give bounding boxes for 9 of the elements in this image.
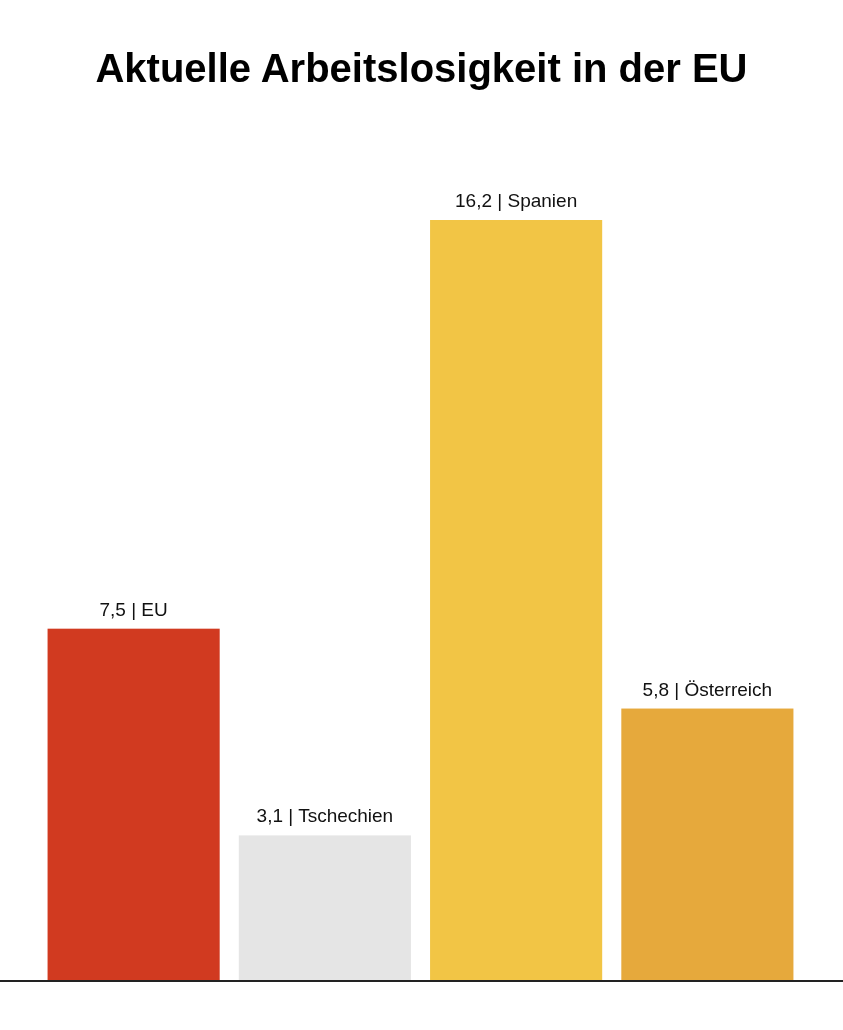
data-label: 7,5 | EU bbox=[99, 598, 168, 620]
bar bbox=[47, 628, 220, 981]
data-label: 3,1 | Tschechien bbox=[256, 805, 394, 827]
bar bbox=[238, 835, 411, 981]
chart-title: Aktuelle Arbeitslosigkeit in der EU bbox=[95, 46, 748, 90]
bar bbox=[621, 708, 794, 981]
bar bbox=[430, 220, 603, 981]
data-label: 5,8 | Österreich bbox=[642, 678, 773, 700]
data-label: 16,2 | Spanien bbox=[455, 190, 578, 211]
